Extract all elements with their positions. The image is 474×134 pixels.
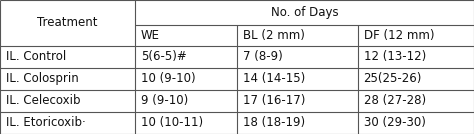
Text: 25(25-26): 25(25-26): [364, 72, 422, 85]
Text: DF (12 mm): DF (12 mm): [364, 29, 434, 42]
Text: 7 (8-9): 7 (8-9): [243, 50, 283, 63]
Text: 30 (29-30): 30 (29-30): [364, 116, 426, 129]
Text: BL (2 mm): BL (2 mm): [243, 29, 305, 42]
Text: IL. Etoricoxib·: IL. Etoricoxib·: [6, 116, 85, 129]
Text: 14 (14-15): 14 (14-15): [243, 72, 305, 85]
Text: WE: WE: [141, 29, 160, 42]
Text: 5(6-5)#: 5(6-5)#: [141, 50, 187, 63]
Text: IL. Colosprin: IL. Colosprin: [6, 72, 78, 85]
Text: Treatment: Treatment: [37, 16, 98, 29]
Text: 9 (9-10): 9 (9-10): [141, 94, 188, 107]
Text: IL. Celecoxib: IL. Celecoxib: [6, 94, 80, 107]
Text: 10 (9-10): 10 (9-10): [141, 72, 195, 85]
Text: 18 (18-19): 18 (18-19): [243, 116, 305, 129]
Text: 28 (27-28): 28 (27-28): [364, 94, 426, 107]
Text: IL. Control: IL. Control: [6, 50, 66, 63]
Text: No. of Days: No. of Days: [271, 6, 338, 19]
Text: 10 (10-11): 10 (10-11): [141, 116, 203, 129]
Text: 12 (13-12): 12 (13-12): [364, 50, 426, 63]
Text: 17 (16-17): 17 (16-17): [243, 94, 305, 107]
